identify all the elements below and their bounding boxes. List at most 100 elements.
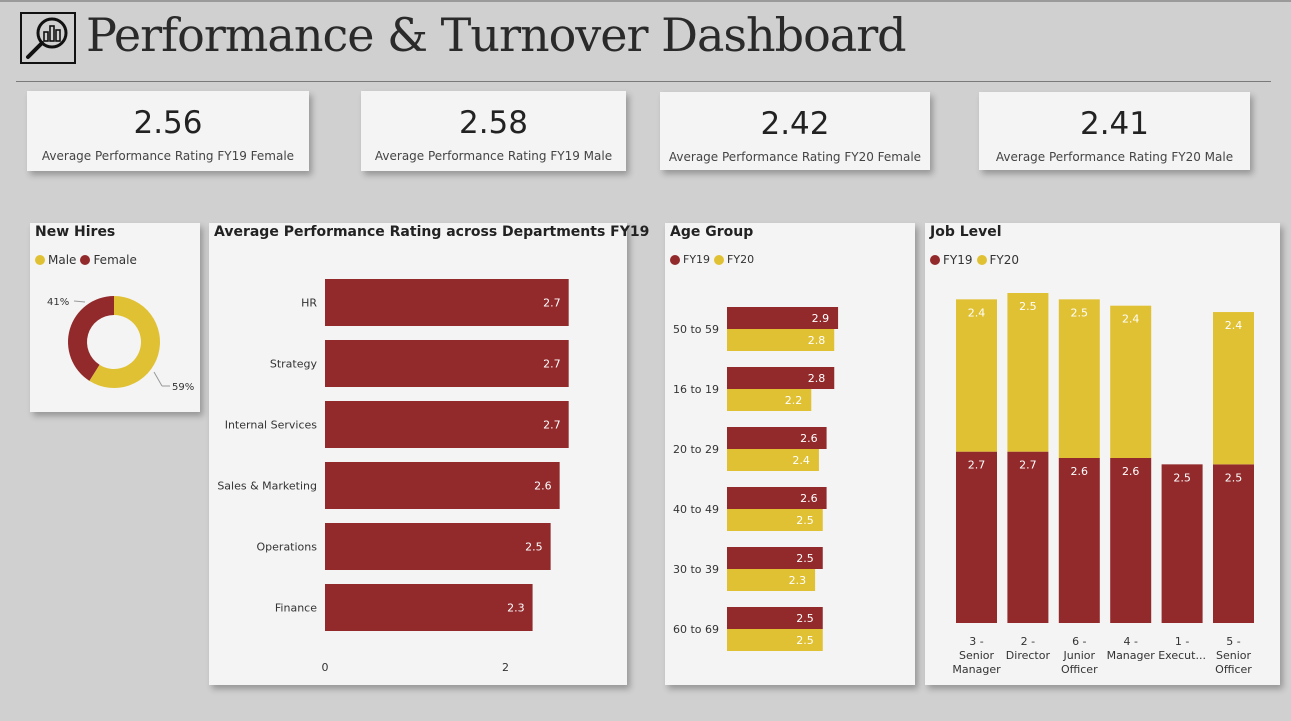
donut-slice-female[interactable] xyxy=(68,296,114,381)
category-label: Sales & Marketing xyxy=(217,480,317,493)
legend-item-fy19[interactable]: FY19 xyxy=(670,253,710,266)
magnifier-chart-icon xyxy=(20,12,76,64)
category-label: Internal Services xyxy=(225,419,318,432)
bar-fy20[interactable] xyxy=(956,299,997,452)
data-label: 2.9 xyxy=(812,312,830,325)
leader-line xyxy=(73,300,86,303)
bar[interactable] xyxy=(325,584,533,631)
data-label: 59% xyxy=(172,382,194,393)
category-label: Senior xyxy=(959,649,995,662)
age-group-panel[interactable]: Age Group FY19 FY20 2.9 2.8 50 to 59 2.8 2.2… xyxy=(665,223,915,685)
bar-fy20[interactable] xyxy=(1213,312,1254,465)
kpi-card-fy19-female[interactable]: 2.56 Average Performance Rating FY19 Fem… xyxy=(27,91,309,171)
category-label: Manager xyxy=(1107,649,1156,662)
panel-title: New Hires xyxy=(35,224,116,240)
category-label: 4 - xyxy=(1123,635,1137,648)
category-label: Strategy xyxy=(270,358,318,371)
bar-fy20[interactable] xyxy=(727,329,835,351)
bar-fy20[interactable] xyxy=(1058,299,1100,458)
bar-fy19[interactable] xyxy=(727,427,827,449)
bar-fy20[interactable] xyxy=(727,569,816,591)
bar[interactable] xyxy=(325,401,569,448)
departments-bar-chart[interactable]: 2.7 HR 2.7 Strategy 2.7 Internal Services 2.6 S… xyxy=(209,223,627,685)
category-label: 16 to 19 xyxy=(673,383,719,396)
category-label: 6 - xyxy=(1072,635,1086,648)
data-label: 2.7 xyxy=(543,419,561,432)
kpi-value: 2.42 xyxy=(760,106,830,142)
bar[interactable] xyxy=(325,462,560,509)
data-label: 2.7 xyxy=(543,358,561,371)
legend-label: Male xyxy=(48,253,77,267)
legend-item-fy20[interactable]: FY20 xyxy=(714,253,754,266)
data-label: 2.4 xyxy=(1122,313,1140,326)
data-label: 2.8 xyxy=(808,372,826,385)
bar-fy20[interactable] xyxy=(727,629,823,651)
category-label: Junior xyxy=(1063,649,1096,662)
category-label: Execut... xyxy=(1158,649,1206,662)
legend-item-fy20[interactable]: FY20 xyxy=(976,253,1019,267)
data-label: 2.5 xyxy=(1071,306,1089,319)
bar[interactable] xyxy=(325,523,551,570)
bar-fy19[interactable] xyxy=(727,487,827,509)
panel-title: Average Performance Rating across Depart… xyxy=(214,224,650,240)
kpi-value: 2.41 xyxy=(1079,106,1150,142)
bar[interactable] xyxy=(325,279,569,326)
category-label: 5 - xyxy=(1226,635,1240,648)
chart-legend: FY19 FY20 xyxy=(670,253,758,266)
bar-fy20[interactable] xyxy=(727,509,823,531)
title-divider xyxy=(16,81,1271,82)
kpi-card-fy20-female[interactable]: 2.42 Average Performance Rating FY20 Fem… xyxy=(660,92,930,170)
bar-fy19[interactable] xyxy=(727,367,835,389)
bar-fy19[interactable] xyxy=(1007,451,1049,623)
bar-fy19[interactable] xyxy=(956,451,997,623)
data-label: 2.6 xyxy=(800,492,818,505)
legend-swatch xyxy=(930,255,940,265)
bar[interactable] xyxy=(325,340,569,387)
legend-item-male[interactable]: Male xyxy=(35,253,76,267)
kpi-card-fy20-male[interactable]: 2.41 Average Performance Rating FY20 Mal… xyxy=(979,92,1250,170)
data-label: 2.7 xyxy=(968,459,986,472)
legend-label: FY19 xyxy=(943,253,973,267)
age-group-bar-chart[interactable]: 2.9 2.8 50 to 59 2.8 2.2 16 to 19 2.6 2.4 20 to … xyxy=(665,223,915,685)
category-label: 40 to 49 xyxy=(673,503,719,516)
data-label: 2.6 xyxy=(534,480,552,493)
bar-fy19[interactable] xyxy=(1110,458,1152,623)
legend-item-fy19[interactable]: FY19 xyxy=(930,253,973,267)
data-label: 2.5 xyxy=(1019,300,1037,313)
new-hires-donut-chart[interactable]: 59% 41% xyxy=(30,223,200,412)
departments-panel[interactable]: Average Performance Rating across Depart… xyxy=(209,223,649,685)
chart-legend: FY19 FY20 xyxy=(930,253,1023,267)
bar-fy20[interactable] xyxy=(727,449,819,471)
category-label: HR xyxy=(301,297,317,310)
bar-fy19[interactable] xyxy=(727,547,823,569)
data-label: 2.5 xyxy=(796,514,814,527)
category-label: Director xyxy=(1006,649,1051,662)
data-label: 2.7 xyxy=(1019,459,1037,472)
bar-fy19[interactable] xyxy=(727,307,839,329)
data-label: 2.7 xyxy=(543,297,561,310)
kpi-card-fy19-male[interactable]: 2.58 Average Performance Rating FY19 Mal… xyxy=(361,91,626,171)
legend-swatch xyxy=(35,255,45,265)
legend-item-female[interactable]: Female xyxy=(80,253,137,267)
kpi-value: 2.58 xyxy=(458,105,529,141)
chart-legend: Male Female xyxy=(35,253,141,267)
job-level-panel[interactable]: Job Level FY19 FY20 2.7 2.4 3 - Senior Manag… xyxy=(925,223,1280,685)
page-title: Performance & Turnover Dashboard xyxy=(86,8,907,62)
bar-fy20[interactable] xyxy=(727,389,812,411)
bar-fy19[interactable] xyxy=(1058,458,1100,623)
data-label: 2.5 xyxy=(1173,471,1191,484)
bar-fy19[interactable] xyxy=(1161,464,1203,623)
bar-fy20[interactable] xyxy=(1110,305,1152,458)
data-label: 2.4 xyxy=(1225,319,1243,332)
panel-title: Job Level xyxy=(930,224,1002,240)
bar-fy19[interactable] xyxy=(1213,464,1254,623)
bar-fy20[interactable] xyxy=(1007,293,1049,452)
new-hires-panel[interactable]: New Hires Male Female 59% 41% xyxy=(30,223,200,412)
header: Performance & Turnover Dashboard xyxy=(0,0,1291,84)
tick-label: 0 xyxy=(322,661,329,674)
leader-line xyxy=(153,371,163,387)
category-label: Finance xyxy=(275,602,317,615)
bar-fy19[interactable] xyxy=(727,607,823,629)
donut-slice-male[interactable] xyxy=(89,296,161,388)
